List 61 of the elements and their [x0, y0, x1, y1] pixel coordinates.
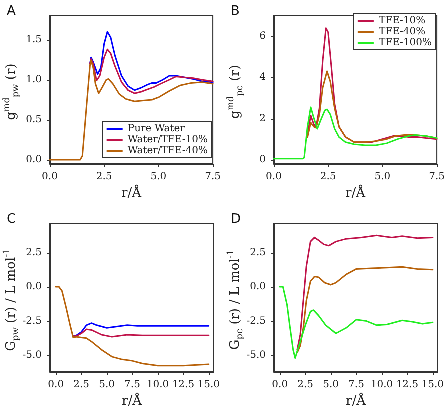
- line-series: [72, 322, 210, 338]
- legend-label: TFE-10%: [378, 16, 426, 26]
- y-tick-label: 6: [260, 31, 266, 42]
- y-tick-label: 2.5: [250, 247, 266, 258]
- x-tick-label: 2.5: [320, 172, 336, 182]
- x-tick-label: 7.5: [124, 380, 140, 390]
- line-series: [296, 266, 434, 354]
- line-series: [49, 60, 214, 161]
- x-tick-label: 15.0: [422, 380, 444, 390]
- y-tick-label: -2.5: [246, 316, 266, 327]
- chart-title: B: [231, 4, 240, 19]
- legend-label: Water/TFE-40%: [128, 146, 208, 156]
- chart-title: A: [7, 4, 16, 19]
- y-tick-label: 2: [260, 113, 266, 124]
- y-tick-label: 1.0: [26, 74, 42, 86]
- y-tick-label: 0.0: [26, 154, 42, 166]
- x-tick-label: 5.0: [99, 380, 115, 390]
- y-tick-label: 0.0: [250, 282, 266, 293]
- x-tick-label: 7.5: [348, 380, 364, 390]
- x-tick-label: 5.0: [323, 380, 339, 390]
- y-tick-label: 1.5: [26, 34, 42, 46]
- x-tick-label: 5.0: [150, 172, 167, 182]
- y-tick-label: -2.5: [22, 316, 42, 327]
- x-axis-title: r/Å: [122, 184, 142, 201]
- legend-label: TFE-40%: [378, 26, 426, 38]
- line-series: [273, 106, 438, 160]
- y-tick-label: -5.0: [22, 350, 42, 362]
- x-tick-label: 0.0: [272, 380, 288, 390]
- x-tick-label: 7.5: [429, 172, 445, 182]
- x-tick-label: 5.0: [374, 172, 391, 182]
- x-tick-label: 12.5: [172, 380, 195, 390]
- x-tick-label: 0.0: [42, 172, 58, 182]
- x-tick-label: 2.5: [74, 380, 90, 390]
- x-axis-title: r/Å: [122, 392, 143, 409]
- line-series: [279, 286, 434, 360]
- y-tick-label: 0.5: [26, 114, 42, 126]
- line-series: [55, 286, 210, 367]
- x-axis-title: r/Å: [346, 392, 367, 409]
- line-series: [89, 31, 214, 92]
- line-series: [72, 328, 210, 338]
- x-tick-label: 10.0: [370, 380, 394, 390]
- chart-title: C: [7, 212, 16, 227]
- legend-label: TFE-100%: [378, 38, 432, 48]
- line-series: [89, 48, 214, 94]
- x-tick-label: 2.5: [96, 172, 112, 182]
- x-tick-label: 7.5: [205, 172, 221, 182]
- y-tick-label: 0.0: [26, 282, 42, 293]
- x-tick-label: 0.0: [48, 380, 64, 390]
- x-axis-title: r/Å: [346, 184, 366, 201]
- y-tick-label: 4: [260, 72, 266, 84]
- x-tick-label: 12.5: [396, 380, 419, 390]
- legend-label: Water/TFE-10%: [128, 134, 208, 146]
- y-tick-label: 2.5: [26, 247, 42, 258]
- x-tick-label: 10.0: [146, 380, 170, 390]
- legend-label: Pure Water: [128, 124, 186, 134]
- x-tick-label: 15.0: [198, 380, 220, 390]
- y-tick-label: 0: [260, 154, 266, 166]
- chart-title: D: [231, 212, 242, 227]
- line-series: [296, 234, 434, 351]
- x-tick-label: 2.5: [298, 380, 314, 390]
- y-tick-label: -5.0: [246, 350, 266, 362]
